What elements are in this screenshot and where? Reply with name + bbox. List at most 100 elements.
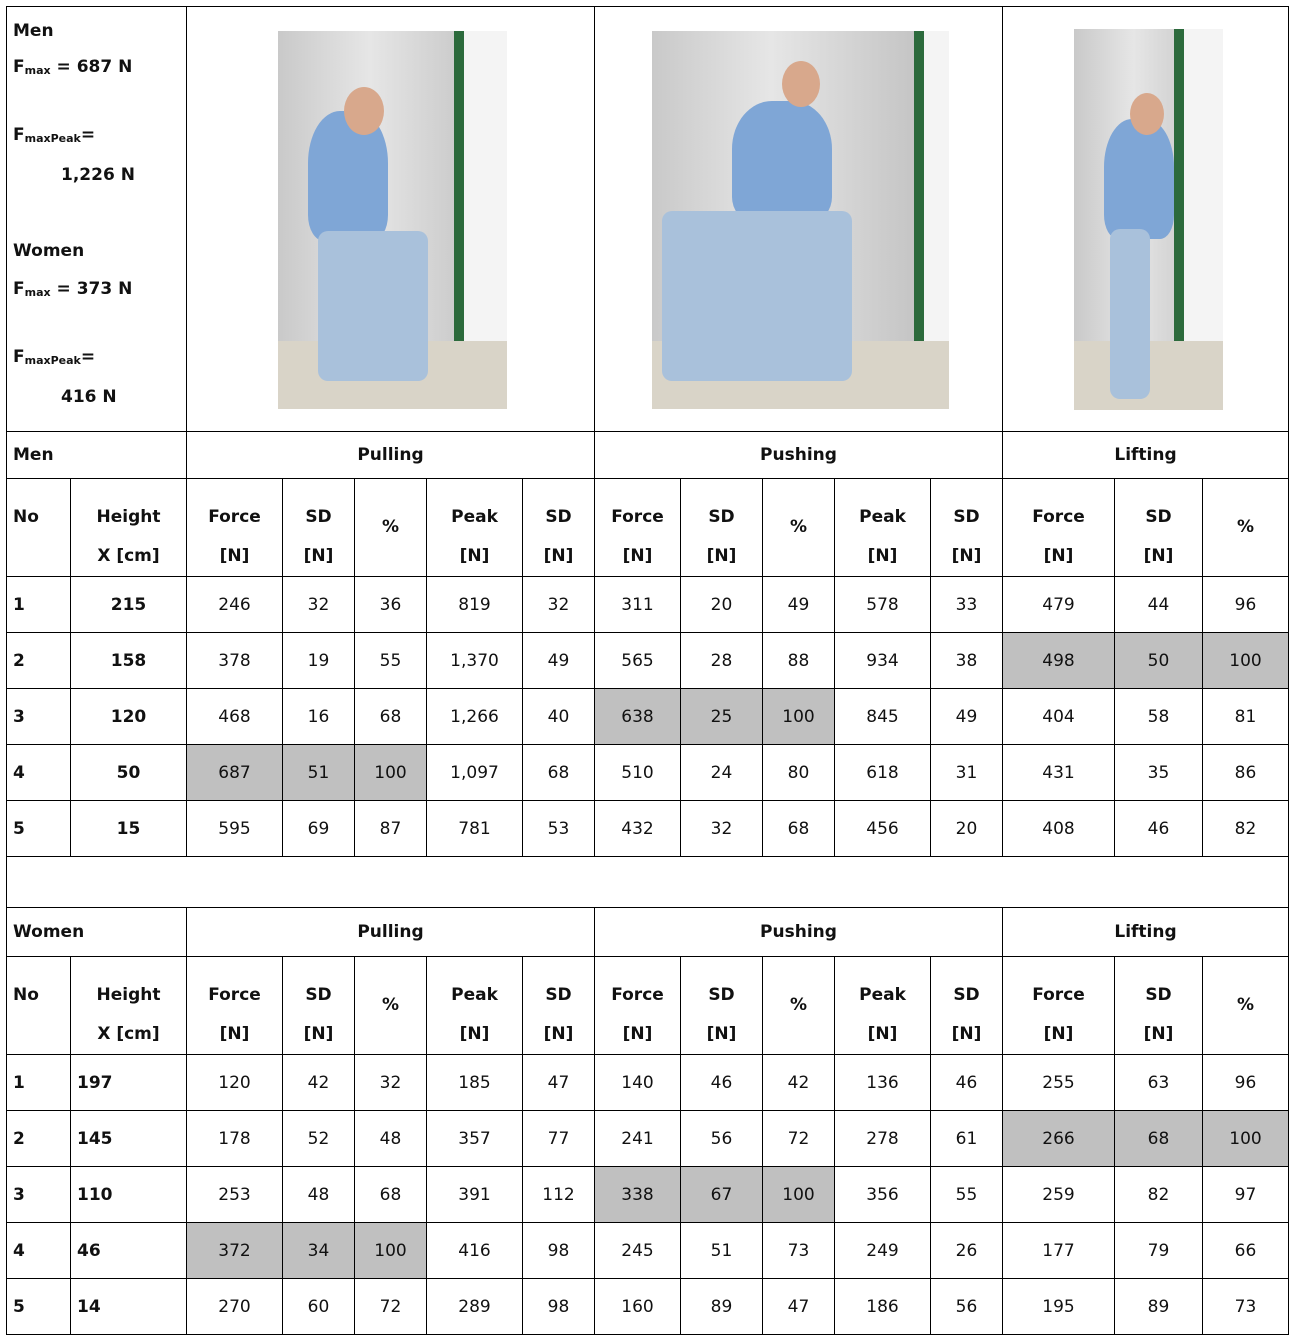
value-cell: 98	[522, 1222, 595, 1279]
header-line: Force	[208, 985, 261, 1005]
column-header: Peak [N]	[426, 478, 523, 577]
value-cell: 781	[426, 800, 523, 857]
header-line: Force	[611, 507, 664, 527]
photo-pole	[914, 31, 924, 409]
column-header-row: No Height X [cm] Force [N] SD [N]% Peak [N] SD [N]…	[6, 478, 1289, 577]
value-cell: 49	[762, 576, 835, 633]
header-line: %	[381, 517, 400, 537]
value-cell: 47	[762, 1278, 835, 1335]
value-cell: 100	[1202, 1110, 1289, 1167]
header-line: Force	[611, 985, 664, 1005]
data-row: 3 120 468 16 68 1,266 40 638 25 100 845 49 404 58 81	[6, 688, 1289, 745]
column-header: Peak [N]	[834, 956, 931, 1055]
photo-cell	[594, 6, 1003, 432]
photo-cell	[1002, 6, 1289, 432]
column-header: %	[1202, 956, 1289, 1055]
column-header: Force [N]	[186, 478, 283, 577]
value-cell: 69	[282, 800, 355, 857]
row-number: 1	[6, 1054, 71, 1111]
value-cell: 311	[594, 576, 681, 633]
value-cell: 51	[282, 744, 355, 801]
value-cell: 160	[594, 1278, 681, 1335]
value-cell: 245	[594, 1222, 681, 1279]
height-cell: 46	[70, 1222, 187, 1279]
value-cell: 100	[1202, 632, 1289, 689]
header-line: SD	[545, 507, 572, 527]
value-cell: 46	[1114, 800, 1203, 857]
value-cell: 356	[834, 1166, 931, 1223]
value-cell: 49	[522, 632, 595, 689]
header-line: [N]	[706, 546, 737, 566]
header-line: [N]	[459, 1024, 490, 1044]
header-line: Height	[96, 507, 161, 527]
value-cell: 408	[1002, 800, 1115, 857]
value-cell: 42	[762, 1054, 835, 1111]
value-cell: 845	[834, 688, 931, 745]
summary-line: FmaxPeak=	[13, 347, 95, 367]
value-cell: 36	[354, 576, 427, 633]
data-row: 4 46 372 34 100 416 98 245 51 73 249 26 177 79 66	[6, 1222, 1289, 1279]
column-header: SD [N]	[1114, 956, 1203, 1055]
header-line: [N]	[951, 1024, 982, 1044]
header-line: SD	[708, 985, 735, 1005]
value-cell: 1,266	[426, 688, 523, 745]
photo-head	[344, 87, 384, 135]
height-cell: 120	[70, 688, 187, 745]
photo-person	[1104, 119, 1174, 239]
image-row: Men Fmax = 687 N FmaxPeak= 1,226 N Women…	[6, 6, 1289, 432]
value-cell: 140	[594, 1054, 681, 1111]
header-line: [N]	[219, 1024, 250, 1044]
value-cell: 186	[834, 1278, 931, 1335]
data-row: 2 145 178 52 48 357 77 241 56 72 278 61 266 68 100	[6, 1110, 1289, 1167]
header-line: %	[381, 995, 400, 1015]
value-cell: 266	[1002, 1110, 1115, 1167]
column-header: SD [N]	[930, 956, 1003, 1055]
value-cell: 289	[426, 1278, 523, 1335]
value-cell: 68	[522, 744, 595, 801]
value-cell: 195	[1002, 1278, 1115, 1335]
value-cell: 82	[1114, 1166, 1203, 1223]
value-cell: 33	[930, 576, 1003, 633]
value-cell: 819	[426, 576, 523, 633]
value-cell: 246	[186, 576, 283, 633]
value-cell: 498	[1002, 632, 1115, 689]
value-cell: 416	[426, 1222, 523, 1279]
column-header: Force [N]	[186, 956, 283, 1055]
value-cell: 56	[680, 1110, 763, 1167]
header-line: SD	[953, 507, 980, 527]
height-cell: 215	[70, 576, 187, 633]
photo-person	[308, 111, 388, 241]
value: = 687 N	[56, 57, 133, 77]
value-cell: 81	[1202, 688, 1289, 745]
column-header: Peak [N]	[834, 478, 931, 577]
value-cell: 44	[1114, 576, 1203, 633]
value-cell: 510	[594, 744, 681, 801]
value-cell: 49	[930, 688, 1003, 745]
value-cell: 55	[930, 1166, 1003, 1223]
value-cell: 432	[594, 800, 681, 857]
column-header: SD [N]	[930, 478, 1003, 577]
value-cell: 28	[680, 632, 763, 689]
column-header: %	[762, 956, 835, 1055]
value-cell: 97	[1202, 1166, 1289, 1223]
header-line: [N]	[543, 1024, 574, 1044]
header-line: [N]	[867, 1024, 898, 1044]
value-cell: 87	[354, 800, 427, 857]
height-cell: 158	[70, 632, 187, 689]
value-cell: 185	[426, 1054, 523, 1111]
value-cell: 46	[930, 1054, 1003, 1111]
value-cell: 40	[522, 688, 595, 745]
value-cell: 68	[354, 688, 427, 745]
header-line: SD	[545, 985, 572, 1005]
subscript: maxPeak	[24, 354, 81, 367]
value: =	[80, 347, 96, 367]
height-cell: 14	[70, 1278, 187, 1335]
value-cell: 136	[834, 1054, 931, 1111]
value-cell: 38	[930, 632, 1003, 689]
value-cell: 638	[594, 688, 681, 745]
header-line: [N]	[303, 1024, 334, 1044]
height-cell: 50	[70, 744, 187, 801]
header-line: Force	[1032, 507, 1085, 527]
column-header: SD [N]	[1114, 478, 1203, 577]
header-line: Height	[96, 985, 161, 1005]
